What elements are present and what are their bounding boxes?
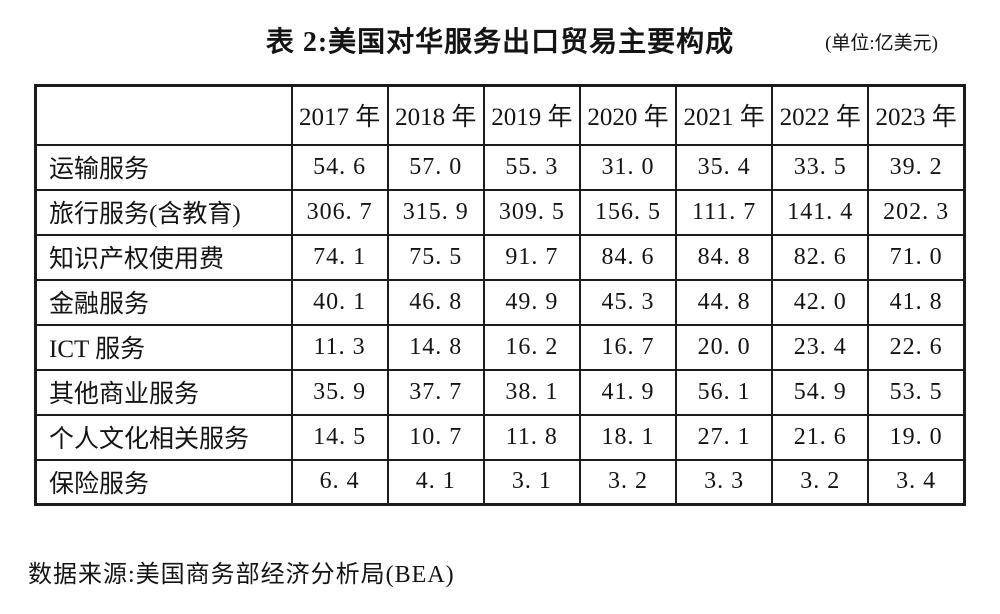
value-cell: 37. 7 xyxy=(386,368,485,416)
row-label: 金融服务 xyxy=(34,278,293,326)
table-title: 表 2:美国对华服务出口贸易主要构成 xyxy=(265,27,735,58)
row-label: 保险服务 xyxy=(34,458,293,506)
table-row: 旅行服务(含教育) 306. 7 315. 9 309. 5 156. 5 11… xyxy=(34,188,966,236)
table-row: 个人文化相关服务 14. 5 10. 7 11. 8 18. 1 27. 1 2… xyxy=(34,413,966,461)
value-cell: 71. 0 xyxy=(867,233,966,281)
value-cell: 49. 9 xyxy=(482,278,581,326)
header-row: 2017 年 2018 年 2019 年 2020 年 2021 年 2022 … xyxy=(34,84,966,146)
value-cell: 19. 0 xyxy=(867,413,966,461)
value-cell: 202. 3 xyxy=(867,188,966,236)
value-cell: 3. 1 xyxy=(482,458,581,506)
value-cell: 11. 3 xyxy=(290,323,389,371)
value-cell: 35. 4 xyxy=(675,143,774,191)
value-cell: 3. 4 xyxy=(867,458,966,506)
table-row: 知识产权使用费 74. 1 75. 5 91. 7 84. 6 84. 8 82… xyxy=(34,233,966,281)
value-cell: 91. 7 xyxy=(482,233,581,281)
trade-data-table: 2017 年 2018 年 2019 年 2020 年 2021 年 2022 … xyxy=(34,84,966,506)
column-header-2022: 2022 年 xyxy=(771,84,870,146)
value-cell: 3. 2 xyxy=(578,458,678,506)
value-cell: 23. 4 xyxy=(771,323,870,371)
value-cell: 3. 2 xyxy=(771,458,870,506)
value-cell: 56. 1 xyxy=(675,368,774,416)
value-cell: 54. 6 xyxy=(290,143,389,191)
row-label: ICT 服务 xyxy=(34,323,293,371)
table-row: 保险服务 6. 4 4. 1 3. 1 3. 2 3. 3 3. 2 3. 4 xyxy=(34,458,966,506)
row-label: 运输服务 xyxy=(34,143,293,191)
unit-note: (单位:亿美元) xyxy=(825,33,938,54)
value-cell: 6. 4 xyxy=(290,458,389,506)
row-label: 个人文化相关服务 xyxy=(34,413,293,461)
value-cell: 35. 9 xyxy=(290,368,389,416)
table-row: 其他商业服务 35. 9 37. 7 38. 1 41. 9 56. 1 54.… xyxy=(34,368,966,416)
column-header-2020: 2020 年 xyxy=(578,84,678,146)
value-cell: 55. 3 xyxy=(482,143,581,191)
value-cell: 22. 6 xyxy=(867,323,966,371)
row-label: 其他商业服务 xyxy=(34,368,293,416)
value-cell: 84. 6 xyxy=(578,233,678,281)
value-cell: 16. 2 xyxy=(482,323,581,371)
value-cell: 27. 1 xyxy=(675,413,774,461)
value-cell: 141. 4 xyxy=(771,188,870,236)
value-cell: 84. 8 xyxy=(675,233,774,281)
value-cell: 53. 5 xyxy=(867,368,966,416)
column-header-2021: 2021 年 xyxy=(675,84,774,146)
value-cell: 14. 8 xyxy=(386,323,485,371)
value-cell: 306. 7 xyxy=(290,188,389,236)
row-label: 旅行服务(含教育) xyxy=(34,188,293,236)
value-cell: 46. 8 xyxy=(386,278,485,326)
data-source-note: 数据来源:美国商务部经济分析局(BEA) xyxy=(28,562,455,588)
value-cell: 42. 0 xyxy=(771,278,870,326)
title-bar: 表 2:美国对华服务出口贸易主要构成 (单位:亿美元) xyxy=(0,0,1000,62)
value-cell: 111. 7 xyxy=(675,188,774,236)
value-cell: 309. 5 xyxy=(482,188,581,236)
corner-cell xyxy=(34,84,293,146)
value-cell: 75. 5 xyxy=(386,233,485,281)
table-row: 金融服务 40. 1 46. 8 49. 9 45. 3 44. 8 42. 0… xyxy=(34,278,966,326)
table-row: 运输服务 54. 6 57. 0 55. 3 31. 0 35. 4 33. 5… xyxy=(34,143,966,191)
column-header-2017: 2017 年 xyxy=(290,84,389,146)
value-cell: 4. 1 xyxy=(386,458,485,506)
value-cell: 156. 5 xyxy=(578,188,678,236)
value-cell: 21. 6 xyxy=(771,413,870,461)
value-cell: 16. 7 xyxy=(578,323,678,371)
value-cell: 44. 8 xyxy=(675,278,774,326)
value-cell: 82. 6 xyxy=(771,233,870,281)
value-cell: 20. 0 xyxy=(675,323,774,371)
column-header-2019: 2019 年 xyxy=(482,84,581,146)
row-label: 知识产权使用费 xyxy=(34,233,293,281)
value-cell: 45. 3 xyxy=(578,278,678,326)
value-cell: 38. 1 xyxy=(482,368,581,416)
value-cell: 14. 5 xyxy=(290,413,389,461)
value-cell: 33. 5 xyxy=(771,143,870,191)
value-cell: 10. 7 xyxy=(386,413,485,461)
value-cell: 3. 3 xyxy=(675,458,774,506)
value-cell: 31. 0 xyxy=(578,143,678,191)
value-cell: 74. 1 xyxy=(290,233,389,281)
value-cell: 39. 2 xyxy=(867,143,966,191)
value-cell: 40. 1 xyxy=(290,278,389,326)
value-cell: 41. 8 xyxy=(867,278,966,326)
column-header-2023: 2023 年 xyxy=(867,84,966,146)
value-cell: 11. 8 xyxy=(482,413,581,461)
value-cell: 41. 9 xyxy=(578,368,678,416)
value-cell: 54. 9 xyxy=(771,368,870,416)
column-header-2018: 2018 年 xyxy=(386,84,485,146)
value-cell: 18. 1 xyxy=(578,413,678,461)
value-cell: 315. 9 xyxy=(386,188,485,236)
value-cell: 57. 0 xyxy=(386,143,485,191)
table-row: ICT 服务 11. 3 14. 8 16. 2 16. 7 20. 0 23.… xyxy=(34,323,966,371)
